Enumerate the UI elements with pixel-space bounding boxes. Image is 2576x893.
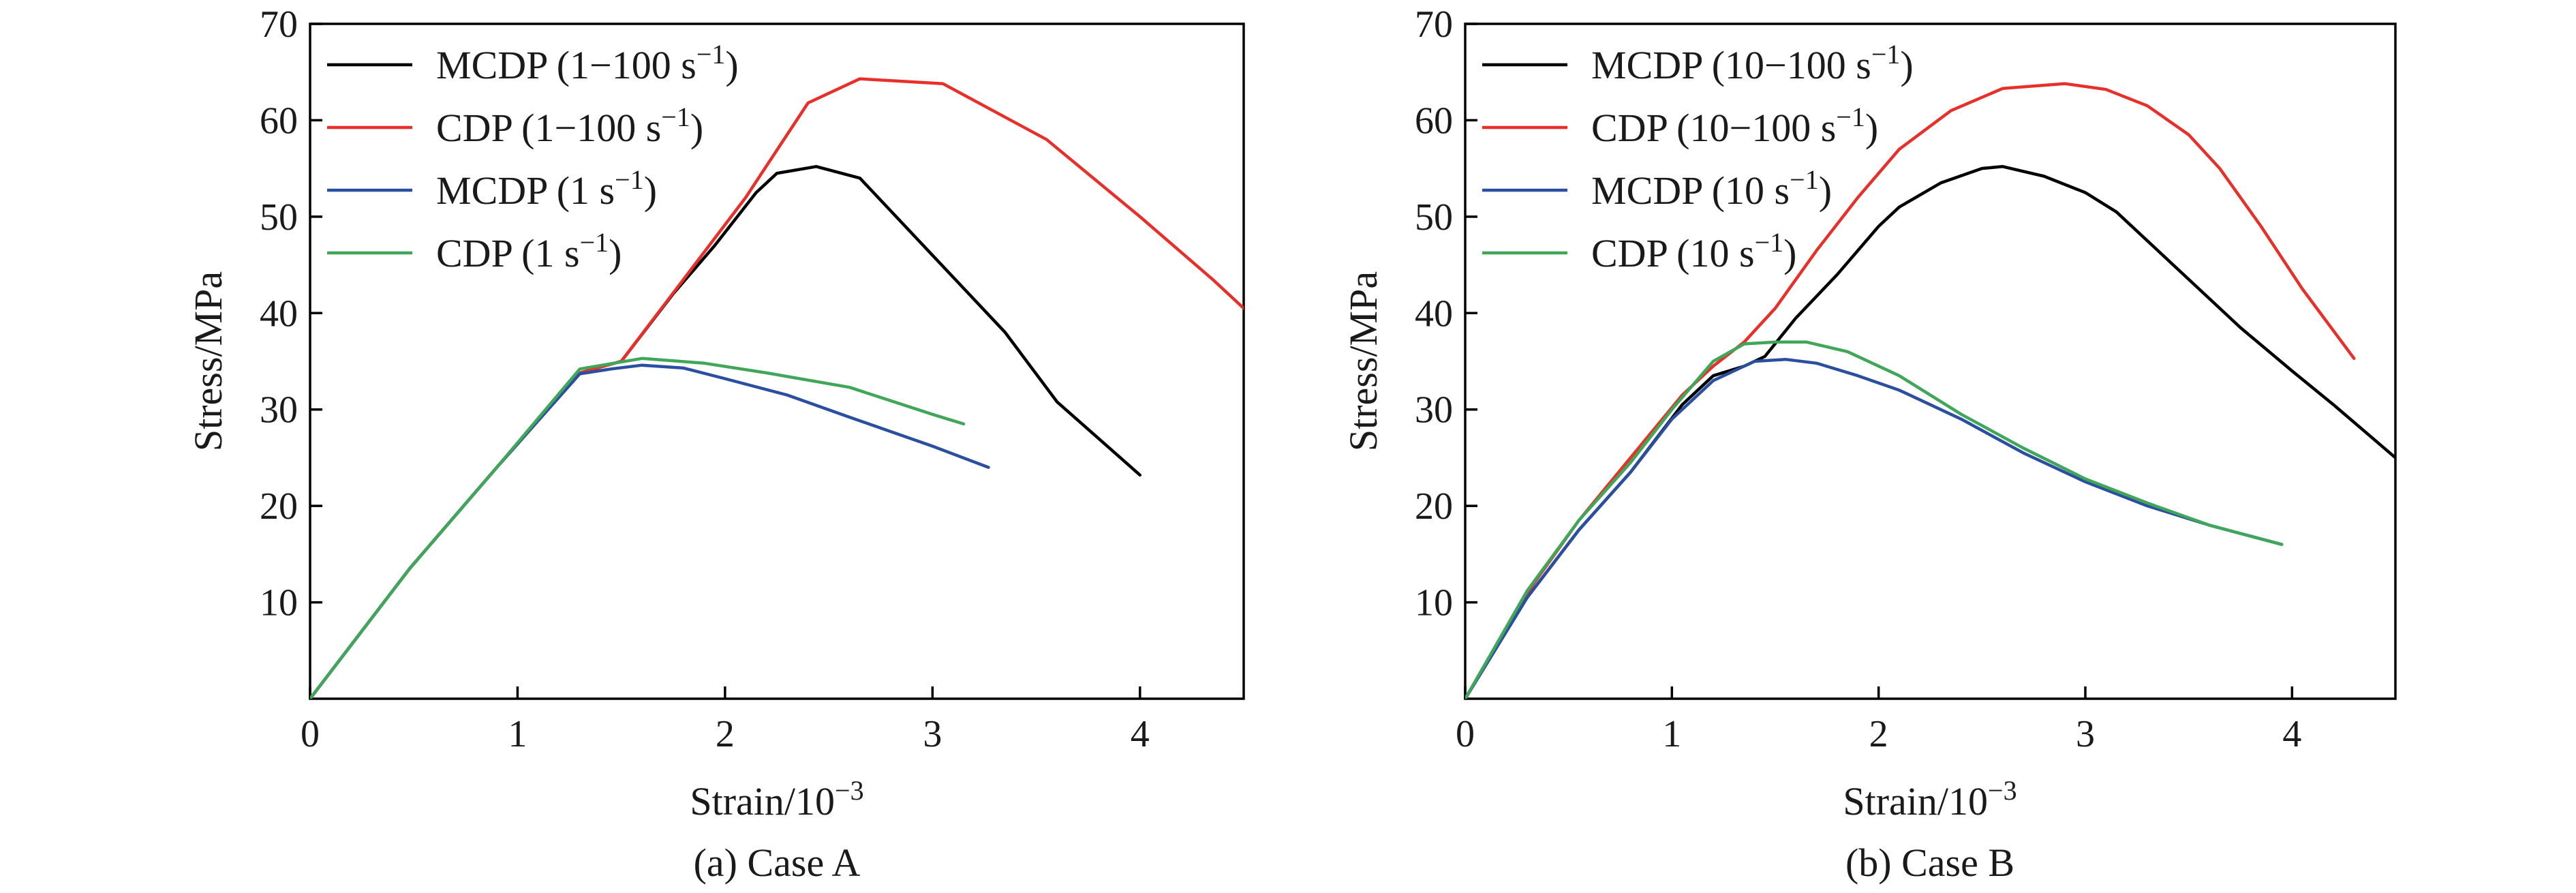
x-tick-label: 4 bbox=[1131, 713, 1150, 755]
y-tick-label: 40 bbox=[260, 292, 298, 335]
y-tick-label: 70 bbox=[260, 3, 298, 46]
legend-label: CDP (10−100 s−1) bbox=[1591, 102, 1878, 150]
x-tick-label: 2 bbox=[716, 713, 735, 755]
series-line-3 bbox=[1465, 357, 2284, 699]
legend-label: MCDP (10−100 s−1) bbox=[1591, 39, 1914, 87]
series-line-4 bbox=[310, 357, 966, 699]
x-tick-label: 3 bbox=[923, 713, 942, 755]
x-tick-label: 4 bbox=[2282, 713, 2301, 755]
legend-label: CDP (1−100 s−1) bbox=[436, 102, 703, 150]
chart-panel-b: 0 1 2 3 4 10 20 30 40 50 60 70 Strain/10−3 Stress/MPa… bbox=[1341, 3, 2397, 885]
chart-panel-a: 0 1 2 3 4 10 20 30 40 50 60 70 Strain/10−3 Stress/MPa… bbox=[186, 3, 1245, 885]
x-axis-label: Strain/10−3 bbox=[690, 775, 863, 823]
legend: MCDP (1−100 s−1) CDP (1−100 s−1) MCDP (1 s… bbox=[327, 39, 739, 275]
y-axis-label: Stress/MPa bbox=[1341, 271, 1385, 451]
y-tick-label: 60 bbox=[260, 100, 298, 142]
series-line-2 bbox=[1465, 82, 2356, 699]
x-tick-label: 1 bbox=[508, 713, 527, 755]
y-tick-label: 10 bbox=[260, 582, 298, 624]
x-tick-label: 1 bbox=[1662, 713, 1681, 755]
series-line-1 bbox=[310, 165, 1142, 699]
legend-label: MCDP (1 s−1) bbox=[436, 164, 657, 213]
x-tick-label: 0 bbox=[301, 713, 320, 755]
plot-frame bbox=[1464, 22, 2397, 700]
legend-label: MCDP (10 s−1) bbox=[1591, 164, 1832, 213]
legend: MCDP (10−100 s−1) CDP (10−100 s−1) MCDP (1… bbox=[1482, 39, 1914, 275]
panel-caption: (a) Case A bbox=[694, 841, 861, 885]
x-tick-label: 0 bbox=[1456, 713, 1475, 755]
y-tick-label: 60 bbox=[1415, 100, 1453, 142]
x-axis-label: Strain/10−3 bbox=[1843, 775, 2017, 823]
plot-frame bbox=[309, 22, 1245, 700]
legend-label: CDP (10 s−1) bbox=[1591, 227, 1796, 275]
y-tick-label: 20 bbox=[260, 485, 298, 528]
y-tick-label: 40 bbox=[1415, 292, 1453, 335]
x-tick-label: 3 bbox=[2076, 713, 2095, 755]
y-tick-label: 30 bbox=[1415, 389, 1453, 432]
panel-caption: (b) Case B bbox=[1845, 841, 2014, 885]
legend-label: CDP (1 s−1) bbox=[436, 227, 622, 275]
y-tick-label: 30 bbox=[260, 389, 298, 432]
y-tick-label: 20 bbox=[1415, 485, 1453, 528]
series-line-4 bbox=[1465, 340, 2284, 699]
legend-label: MCDP (1−100 s−1) bbox=[436, 39, 739, 87]
y-tick-label: 10 bbox=[1415, 582, 1453, 624]
series-line-3 bbox=[310, 363, 990, 699]
y-tick-label: 50 bbox=[260, 196, 298, 239]
x-tick-label: 2 bbox=[1869, 713, 1888, 755]
y-axis-label: Stress/MPa bbox=[186, 271, 230, 451]
y-tick-label: 70 bbox=[1415, 3, 1453, 46]
y-tick-label: 50 bbox=[1415, 196, 1453, 239]
